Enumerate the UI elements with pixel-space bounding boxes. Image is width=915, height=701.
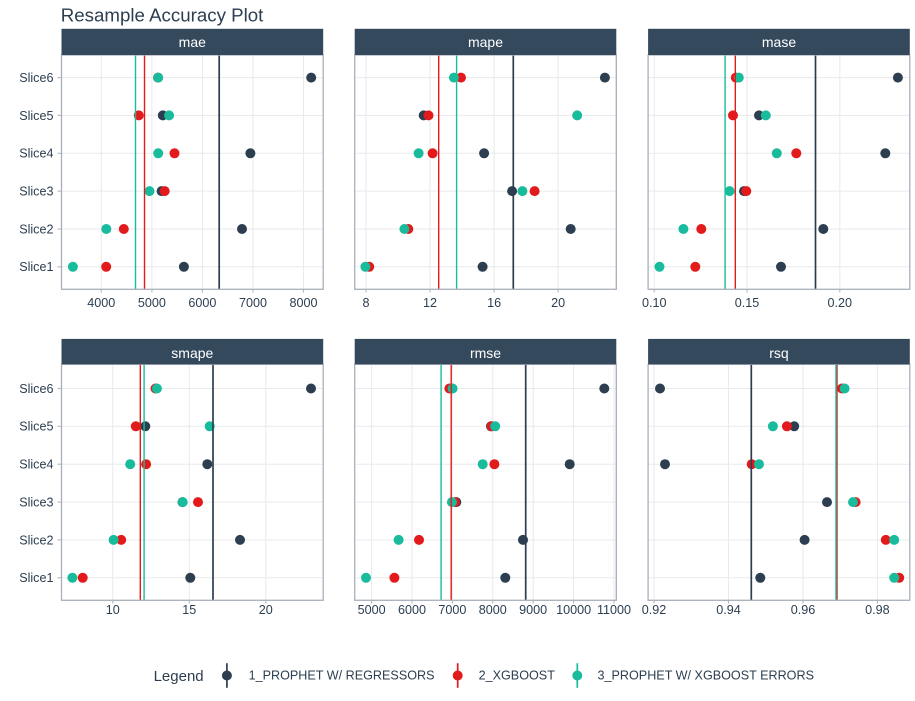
svg-text:Slice3: Slice3 [19,496,53,510]
svg-text:Slice2: Slice2 [19,533,53,547]
svg-text:smape: smape [171,345,213,361]
svg-text:12: 12 [423,296,437,310]
svg-text:Slice1: Slice1 [19,260,53,274]
svg-text:20: 20 [551,296,565,310]
svg-text:0.15: 0.15 [735,296,760,310]
svg-text:2_XGBOOST: 2_XGBOOST [479,669,556,683]
svg-text:0.92: 0.92 [642,603,667,617]
svg-text:Resample Accuracy Plot: Resample Accuracy Plot [61,5,264,26]
svg-text:5000: 5000 [138,296,166,310]
svg-text:6000: 6000 [398,603,426,617]
svg-text:8: 8 [362,296,369,310]
svg-text:Legend: Legend [154,668,204,685]
svg-text:mape: mape [468,34,503,50]
svg-text:Slice5: Slice5 [19,109,53,123]
svg-text:8000: 8000 [479,603,507,617]
svg-text:16: 16 [487,296,501,310]
svg-text:0.10: 0.10 [642,296,667,310]
svg-text:0.96: 0.96 [791,603,816,617]
svg-text:3_PROPHET W/ XGBOOST ERRORS: 3_PROPHET W/ XGBOOST ERRORS [598,669,814,683]
svg-text:20: 20 [259,603,273,617]
svg-text:6000: 6000 [188,296,216,310]
svg-text:0.98: 0.98 [865,603,890,617]
svg-text:10: 10 [106,603,120,617]
svg-text:5000: 5000 [358,603,386,617]
svg-text:Slice2: Slice2 [19,222,53,236]
svg-text:9000: 9000 [519,603,547,617]
svg-text:15: 15 [182,603,196,617]
svg-text:mae: mae [179,34,206,50]
svg-text:0.20: 0.20 [828,296,853,310]
svg-text:8000: 8000 [289,296,317,310]
svg-text:rmse: rmse [470,345,501,361]
svg-text:4000: 4000 [87,296,115,310]
svg-text:Slice5: Slice5 [19,420,53,434]
svg-text:Slice6: Slice6 [19,71,53,85]
svg-text:7000: 7000 [239,296,267,310]
svg-text:rsq: rsq [769,345,788,361]
svg-text:Slice3: Slice3 [19,185,53,199]
svg-text:Slice6: Slice6 [19,382,53,396]
svg-text:Slice4: Slice4 [19,458,53,472]
svg-text:Slice1: Slice1 [19,571,53,585]
svg-text:7000: 7000 [438,603,466,617]
svg-text:1_PROPHET W/ REGRESSORS: 1_PROPHET W/ REGRESSORS [249,669,435,683]
svg-text:mase: mase [762,34,796,50]
svg-text:0.94: 0.94 [716,603,741,617]
svg-text:Slice4: Slice4 [19,147,53,161]
svg-text:10000: 10000 [556,603,591,617]
svg-text:11000: 11000 [597,603,631,617]
